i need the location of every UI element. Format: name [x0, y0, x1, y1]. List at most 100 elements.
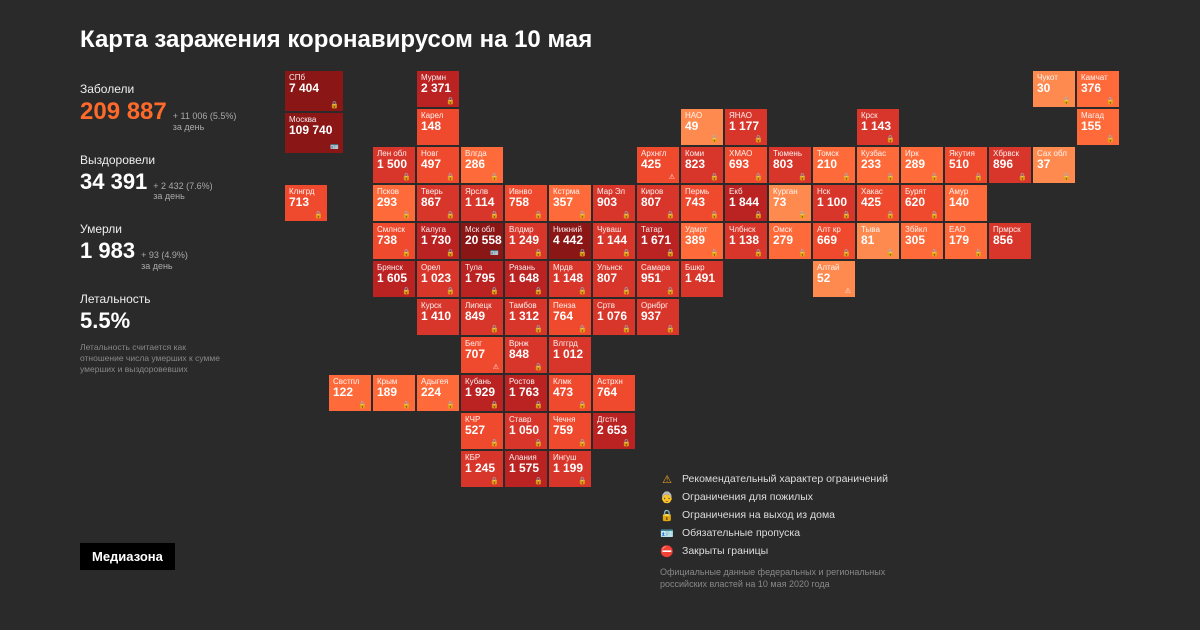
region-value: 1 114	[465, 196, 499, 210]
region-cell: СПб7 404🔒	[284, 70, 344, 112]
region-value: 1 012	[553, 348, 587, 362]
region-cell: Хбрвск896🔒	[988, 146, 1032, 184]
region-cell: Ирк289🔒	[900, 146, 944, 184]
region-cell: Чечня759🔒	[548, 412, 592, 450]
region-icons: 🔒	[974, 249, 984, 257]
region-cell: КБР1 245🔒	[460, 450, 504, 488]
region-icons: 🪪	[330, 143, 340, 151]
region-icons: 🔒	[974, 173, 984, 181]
region-value: 1 730	[421, 234, 455, 248]
region-icons: 🔒	[930, 249, 940, 257]
region-cell: Свстпл122🔒	[328, 374, 372, 412]
region-icons: 🔒	[622, 211, 632, 219]
region-value: 109 740	[289, 124, 339, 138]
region-value: 1 929	[465, 386, 499, 400]
region-cell: Орел1 023🔒	[416, 260, 460, 298]
region-icons: ⚠	[845, 287, 852, 295]
region-icons: 🔒	[798, 173, 808, 181]
region-icons: 🔒	[578, 439, 588, 447]
region-icons: 🔒	[330, 101, 340, 109]
region-cell: Тыва81🔒	[856, 222, 900, 260]
region-icons: 🔒	[446, 249, 456, 257]
region-value: 743	[685, 196, 719, 210]
region-cell: Магад155🔒	[1076, 108, 1120, 146]
region-cell: НАО49🔒	[680, 108, 724, 146]
region-icons: 🔒	[534, 287, 544, 295]
region-icons: 🔒	[402, 287, 412, 295]
region-cell: Белг707⚠	[460, 336, 504, 374]
region-value: 738	[377, 234, 411, 248]
region-cell: Лен обл1 500🔒	[372, 146, 416, 184]
region-value: 1 138	[729, 234, 763, 248]
region-cell: Брянск1 605🔒	[372, 260, 416, 298]
region-value: 49	[685, 120, 719, 134]
region-value: 30	[1037, 82, 1071, 96]
region-icons: 🪪	[490, 249, 500, 257]
region-cell: Пенза764🔒	[548, 298, 592, 336]
region-cell: Прмрск856	[988, 222, 1032, 260]
region-value: 1 249	[509, 234, 543, 248]
region-icons: 🔒	[842, 249, 852, 257]
region-icons: 🔒	[798, 211, 808, 219]
region-value: 856	[993, 234, 1027, 248]
region-cell: Рязань1 648🔒	[504, 260, 548, 298]
region-cell: Алания1 575🔒	[504, 450, 548, 488]
region-value: 1 844	[729, 196, 763, 210]
region-cell: Астрхн764	[592, 374, 636, 412]
region-cell: Тамбов1 312🔒	[504, 298, 548, 336]
region-value: 4 442	[553, 234, 587, 248]
region-cell: Мар Эл903🔒	[592, 184, 636, 222]
region-icons: 🔒	[754, 173, 764, 181]
region-value: 849	[465, 310, 499, 324]
region-value: 1 100	[817, 196, 851, 210]
region-icons: 🔒	[710, 249, 720, 257]
region-icons: 🔒	[622, 439, 632, 447]
legend-row: ⛔Закрыты границы	[660, 545, 920, 558]
region-icons: 🔒	[446, 287, 456, 295]
region-icons: 🔒	[666, 211, 676, 219]
region-value: 1 148	[553, 272, 587, 286]
region-value: 7 404	[289, 82, 339, 96]
region-value: 1 671	[641, 234, 675, 248]
region-value: 620	[905, 196, 939, 210]
region-cell: Липецк849🔒	[460, 298, 504, 336]
region-icons: 🔒	[754, 135, 764, 143]
region-value: 389	[685, 234, 719, 248]
region-value: 848	[509, 348, 543, 362]
region-icons: 🔒	[886, 249, 896, 257]
region-cell: Влггрд1 012	[548, 336, 592, 374]
legend-icon: ⛔	[660, 545, 674, 558]
region-icons: 🔒	[534, 439, 544, 447]
region-value: 1 050	[509, 424, 543, 438]
page-title: Карта заражения коронавирусом на 10 мая	[80, 26, 592, 54]
region-value: 179	[949, 234, 983, 248]
region-cell: Курск1 410	[416, 298, 460, 336]
region-cell: Ульнск807🔒	[592, 260, 636, 298]
region-value: 707	[465, 348, 499, 362]
region-value: 357	[553, 196, 587, 210]
region-cell: Збйкл305🔒	[900, 222, 944, 260]
region-cell: Крск1 143🔒	[856, 108, 900, 146]
region-icons: 🔒	[710, 173, 720, 181]
legend-note: Официальные данные федеральных и региона…	[660, 566, 920, 590]
region-icons: 🔒	[754, 249, 764, 257]
region-cell: Кубань1 929🔒	[460, 374, 504, 412]
legend-icon: 👵	[660, 491, 674, 504]
region-value: 510	[949, 158, 983, 172]
region-value: 1 575	[509, 462, 543, 476]
region-value: 2 653	[597, 424, 631, 438]
region-cell: Клнгрд713🔒	[284, 184, 328, 222]
region-value: 376	[1081, 82, 1115, 96]
region-icons: 🔒	[578, 325, 588, 333]
stat-delta: + 2 432 (7.6%)за день	[153, 181, 212, 203]
region-cell: Татар1 671🔒	[636, 222, 680, 260]
region-icons: 🔒	[578, 287, 588, 295]
region-value: 224	[421, 386, 455, 400]
region-cell: Ярслв1 114🔒	[460, 184, 504, 222]
region-cell: Алтай52⚠	[812, 260, 856, 298]
region-cell: Влдмр1 249🔒	[504, 222, 548, 260]
region-cell: Клмк473🔒	[548, 374, 592, 412]
region-value: 764	[553, 310, 587, 324]
region-value: 210	[817, 158, 851, 172]
region-value: 713	[289, 196, 323, 210]
